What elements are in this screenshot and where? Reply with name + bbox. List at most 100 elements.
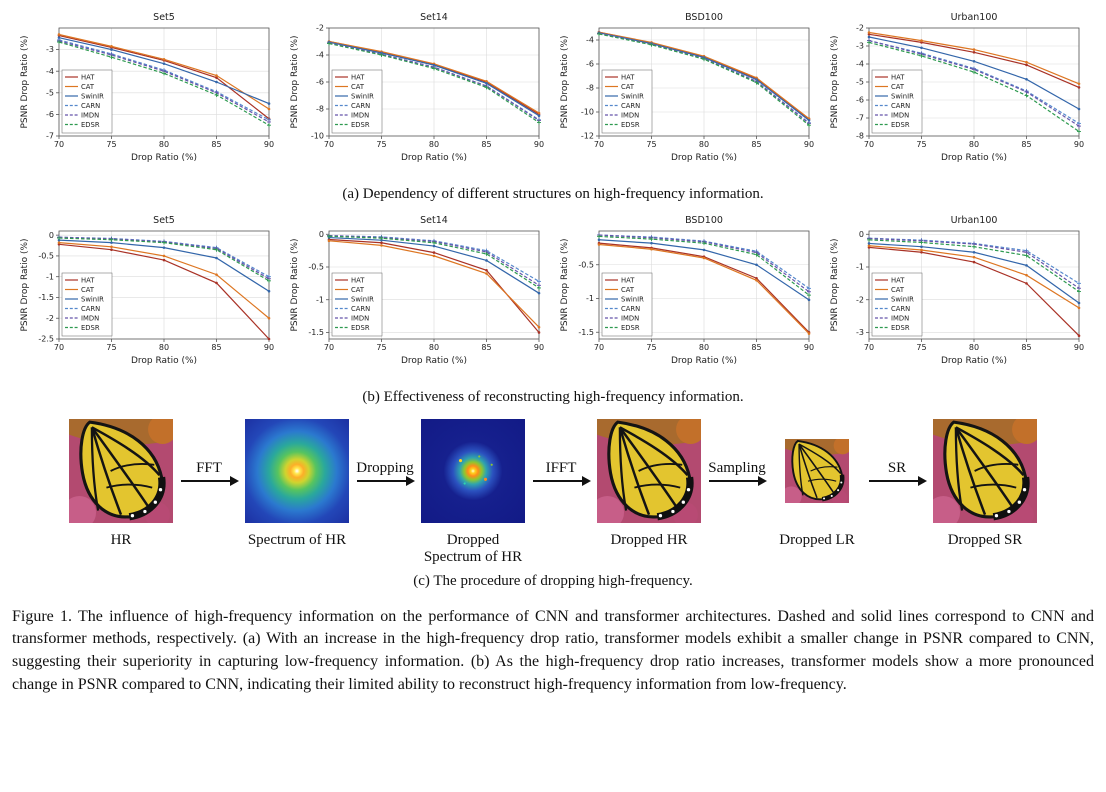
svg-text:80: 80 <box>429 343 439 352</box>
line-chart: 70 75 80 85 90 -2 -4 -6 -8 -10 Set14 Drop Ratio (%)… <box>290 12 544 163</box>
svg-text:CARN: CARN <box>891 102 910 110</box>
svg-text:-2: -2 <box>316 24 324 33</box>
svg-text:75: 75 <box>106 140 116 149</box>
hr-label: HR <box>110 532 132 548</box>
svg-text:SwinIR: SwinIR <box>621 92 644 100</box>
svg-text:85: 85 <box>751 140 761 149</box>
svg-text:-5: -5 <box>856 78 864 87</box>
svg-text:Set5: Set5 <box>153 215 175 226</box>
svg-text:90: 90 <box>264 140 274 149</box>
svg-text:-0.5: -0.5 <box>308 263 324 272</box>
svg-text:BSD100: BSD100 <box>685 12 723 23</box>
spectrum-label: Spectrum of HR <box>247 532 347 548</box>
svg-text:-12: -12 <box>581 132 594 141</box>
chart-row-a: 70 75 80 85 90 -3 -4 -5 -6 -7 Set5 Drop Ratio (%) PS… <box>0 10 1106 180</box>
chart-b-bsd100: 70 75 80 85 90 -0.5 -1 -1.5 BSD100 Drop Ratio (%)… <box>557 213 819 383</box>
chart-a-set14: 70 75 80 85 90 -2 -4 -6 -8 -10 Set14 Drop Ratio (%)… <box>287 10 549 180</box>
svg-text:Urban100: Urban100 <box>951 12 998 23</box>
svg-text:EDSR: EDSR <box>81 121 100 129</box>
pipeline-step-dropped-hr: Dropped HR <box>593 416 705 549</box>
svg-text:Set5: Set5 <box>153 12 175 23</box>
svg-text:CAT: CAT <box>81 83 95 91</box>
svg-text:Drop Ratio (%): Drop Ratio (%) <box>401 153 467 163</box>
svg-text:Drop Ratio (%): Drop Ratio (%) <box>941 356 1007 366</box>
figure-caption: Figure 1. The influence of high-frequenc… <box>12 607 1094 693</box>
pipeline: HR FFT Spectrum of HR Dropping Dropped S… <box>0 416 1106 567</box>
svg-text:IMDN: IMDN <box>351 314 369 322</box>
svg-text:-4: -4 <box>856 60 864 69</box>
line-chart: 70 75 80 85 90 -3 -4 -5 -6 -7 Set5 Drop Ratio (%) PS… <box>20 12 274 163</box>
svg-text:-1: -1 <box>316 295 324 304</box>
svg-text:CARN: CARN <box>351 305 370 313</box>
svg-text:PSNR Drop Ratio (%): PSNR Drop Ratio (%) <box>560 35 570 128</box>
caption-b: (b) Effectiveness of reconstructing high… <box>362 389 744 405</box>
right-arrow-icon <box>357 475 415 486</box>
svg-text:-2: -2 <box>856 295 864 304</box>
chart-b-set14: 70 75 80 85 90 0 -0.5 -1 -1.5 Set14 Drop Ratio (%)… <box>287 213 549 383</box>
chart-b-urban100: 70 75 80 85 90 0 -1 -2 -3 Urban100 Drop Ratio (%) P… <box>827 213 1089 383</box>
spectrum-image <box>245 419 349 523</box>
svg-text:-2.5: -2.5 <box>38 335 54 344</box>
svg-text:PSNR Drop Ratio (%): PSNR Drop Ratio (%) <box>560 238 570 331</box>
svg-text:0: 0 <box>319 230 324 239</box>
hr-image-box <box>69 416 173 526</box>
svg-text:85: 85 <box>211 140 221 149</box>
svg-text:-0.5: -0.5 <box>38 252 54 261</box>
svg-text:-7: -7 <box>856 114 864 123</box>
svg-text:HAT: HAT <box>891 73 905 81</box>
svg-text:CARN: CARN <box>81 305 100 313</box>
svg-text:EDSR: EDSR <box>621 121 640 129</box>
butterfly-dropped-sr-image <box>933 419 1037 523</box>
svg-text:80: 80 <box>429 140 439 149</box>
svg-text:IMDN: IMDN <box>621 314 639 322</box>
svg-text:75: 75 <box>646 343 656 352</box>
svg-text:-3: -3 <box>856 42 864 51</box>
svg-text:-8: -8 <box>586 84 594 93</box>
svg-text:IMDN: IMDN <box>621 111 639 119</box>
svg-text:85: 85 <box>1021 343 1031 352</box>
svg-text:-2: -2 <box>856 24 864 33</box>
svg-text:SwinIR: SwinIR <box>891 295 914 303</box>
svg-text:-3: -3 <box>856 328 864 337</box>
svg-text:85: 85 <box>1021 140 1031 149</box>
svg-text:SwinIR: SwinIR <box>81 92 104 100</box>
dropped-spectrum-image <box>421 419 525 523</box>
svg-text:75: 75 <box>376 140 386 149</box>
butterfly-dropped-hr-image <box>597 419 701 523</box>
dropped-spectrum-label: Dropped Spectrum of HR <box>423 532 523 566</box>
svg-text:80: 80 <box>159 140 169 149</box>
svg-text:CAT: CAT <box>891 286 905 294</box>
svg-text:EDSR: EDSR <box>891 121 910 129</box>
chart-row-b: 70 75 80 85 90 0 -0.5 -1 -1.5 -2 -2.5 Set5 Drop Rati… <box>0 213 1106 383</box>
svg-text:Set14: Set14 <box>420 12 448 23</box>
line-chart: 70 75 80 85 90 0 -0.5 -1 -1.5 Set14 Drop Ratio (%)… <box>290 215 544 366</box>
svg-text:70: 70 <box>594 140 604 149</box>
svg-text:-7: -7 <box>46 132 54 141</box>
line-chart: 70 75 80 85 90 -2 -3 -4 -5 -6 -7 -8 Urban100 Drop Rat… <box>830 12 1084 163</box>
svg-text:0: 0 <box>49 231 54 240</box>
svg-text:-1: -1 <box>586 294 594 303</box>
svg-text:-3: -3 <box>46 45 54 54</box>
arrow-fft-label: FFT <box>196 460 222 476</box>
svg-text:70: 70 <box>54 140 64 149</box>
svg-text:75: 75 <box>376 343 386 352</box>
svg-text:80: 80 <box>699 140 709 149</box>
svg-text:HAT: HAT <box>351 276 365 284</box>
svg-text:PSNR Drop Ratio (%): PSNR Drop Ratio (%) <box>20 35 30 128</box>
svg-text:Drop Ratio (%): Drop Ratio (%) <box>941 153 1007 163</box>
svg-text:-6: -6 <box>46 110 54 119</box>
svg-text:-1.5: -1.5 <box>578 328 594 337</box>
svg-text:HAT: HAT <box>351 73 365 81</box>
right-arrow-icon <box>709 475 767 486</box>
svg-text:-6: -6 <box>316 78 324 87</box>
right-arrow-icon <box>869 475 927 486</box>
caption-c: (c) The procedure of dropping high-frequ… <box>413 572 693 589</box>
svg-text:-6: -6 <box>856 96 864 105</box>
svg-text:SwinIR: SwinIR <box>351 92 374 100</box>
svg-text:CARN: CARN <box>351 102 370 110</box>
svg-text:80: 80 <box>699 343 709 352</box>
svg-text:70: 70 <box>864 343 874 352</box>
svg-text:IMDN: IMDN <box>351 111 369 119</box>
arrow-ifft-label: IFFT <box>545 460 577 476</box>
